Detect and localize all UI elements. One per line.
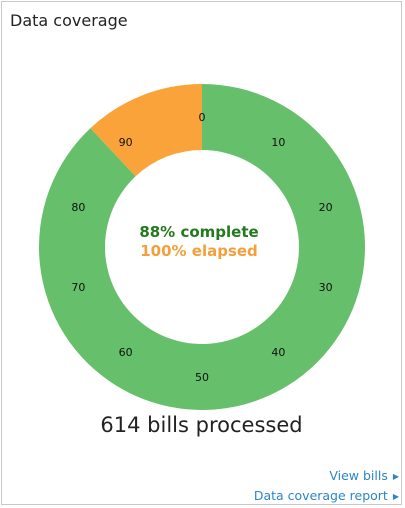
gauge-tick-label: 30 — [319, 281, 333, 294]
gauge-tick-label: 70 — [71, 281, 85, 294]
coverage-report-link[interactable]: Data coverage report ▶ — [254, 488, 399, 503]
gauge-tick-label: 40 — [271, 346, 285, 359]
gauge-ring — [38, 84, 366, 411]
view-bills-label: View bills — [329, 468, 388, 483]
gauge-tick-label: 10 — [271, 136, 285, 149]
gauge-tick-label: 90 — [119, 136, 133, 149]
gauge-tick-label: 80 — [71, 201, 85, 214]
bills-processed-label: 614 bills processed — [100, 413, 303, 437]
gauge-complete-text: 88% complete — [139, 223, 258, 241]
gauge-tick-label: 20 — [319, 201, 333, 214]
triangle-right-icon: ▶ — [392, 492, 399, 501]
gauge-remaining-segment — [90, 84, 202, 177]
triangle-right-icon: ▶ — [392, 472, 399, 481]
card-title: Data coverage — [10, 11, 128, 30]
view-bills-link[interactable]: View bills ▶ — [329, 468, 399, 483]
gauge-elapsed-text: 100% elapsed — [140, 242, 258, 260]
gauge-tick-label: 0 — [199, 111, 206, 124]
gauge-complete-segment — [38, 84, 366, 411]
coverage-report-label: Data coverage report — [253, 488, 388, 503]
gauge-tick-label: 50 — [195, 371, 209, 384]
gauge-tick-label: 60 — [119, 346, 133, 359]
gauge-tick-labels: 0 10 20 30 40 50 60 70 80 90 — [71, 111, 332, 384]
